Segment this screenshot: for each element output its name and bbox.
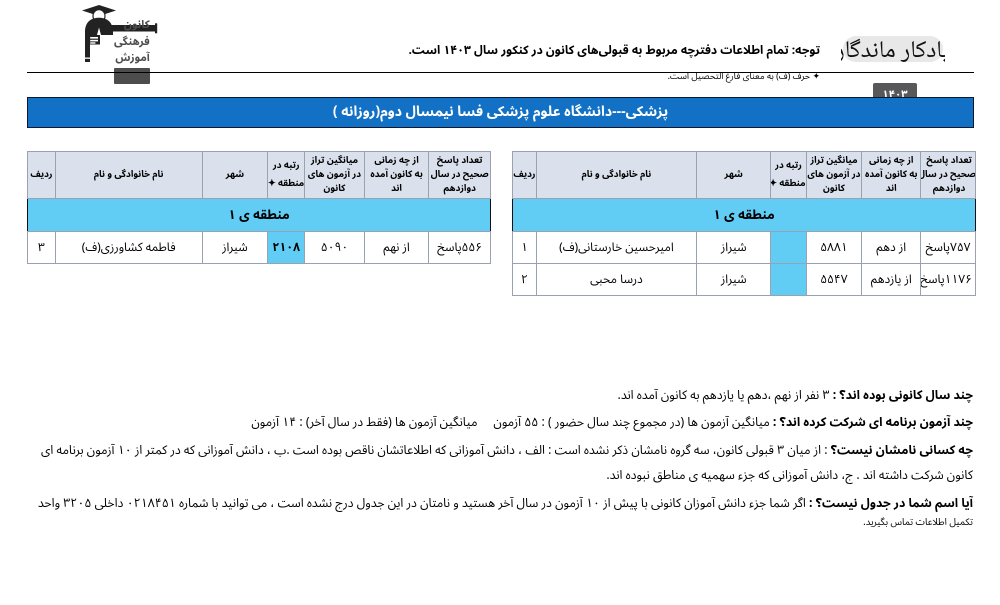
svg-text:یادکار ماندگار: یادکار ماندگار xyxy=(841,32,945,64)
